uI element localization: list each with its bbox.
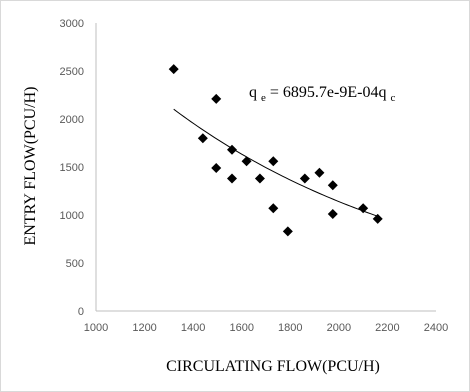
- data-point: [372, 213, 383, 224]
- x-tick-label: 1400: [181, 322, 205, 334]
- data-point: [197, 133, 208, 144]
- x-tick-label: 2200: [375, 322, 399, 334]
- data-point: [268, 203, 279, 214]
- y-tick-label: 1000: [60, 210, 84, 222]
- y-tick-labels: 0 500 1000 1500 2000 2500 3000: [60, 18, 84, 318]
- x-tick-label: 1000: [84, 322, 108, 334]
- data-point: [327, 209, 338, 220]
- data-point: [254, 173, 265, 184]
- x-axis-title: CIRCULATING FLOW(PCU/H): [166, 358, 380, 375]
- data-point: [314, 167, 325, 178]
- x-tick-labels: 1000 1200 1400 1600 1800 2000 2200 2400: [84, 322, 448, 334]
- x-tick-label: 2000: [327, 322, 351, 334]
- y-tick-label: 0: [78, 306, 84, 318]
- trendline: [173, 108, 378, 217]
- x-tick-label: 1800: [278, 322, 302, 334]
- data-point: [227, 144, 237, 155]
- x-tick-label: 1200: [132, 322, 156, 334]
- y-tick-label: 2000: [60, 114, 84, 126]
- data-point: [358, 203, 369, 214]
- y-tick-label: 2500: [60, 66, 84, 78]
- data-point: [268, 156, 279, 167]
- data-point: [168, 64, 179, 75]
- data-point: [211, 162, 222, 173]
- data-points: [168, 64, 383, 237]
- equation-lhs: q: [249, 84, 257, 101]
- x-tick-label: 2400: [424, 322, 448, 334]
- equation-rhs-subscript: c: [390, 92, 395, 104]
- equation-lhs-subscript: e: [261, 92, 266, 104]
- trendline-equation: q e = 6895.7e-9E-04q c: [249, 84, 395, 105]
- y-tick-label: 3000: [60, 18, 84, 30]
- y-axis-title: ENTRY FLOW(PCU/H): [22, 87, 39, 246]
- data-point: [327, 180, 338, 191]
- y-tick-label: 500: [66, 258, 84, 270]
- data-point: [211, 93, 222, 104]
- data-point: [241, 156, 252, 167]
- y-tick-label: 1500: [60, 162, 84, 174]
- data-point: [227, 173, 237, 184]
- x-tick-label: 1600: [229, 322, 253, 334]
- equation-rhs: = 6895.7e-9E-04q: [270, 84, 387, 101]
- data-point: [299, 173, 310, 184]
- data-point: [282, 226, 293, 237]
